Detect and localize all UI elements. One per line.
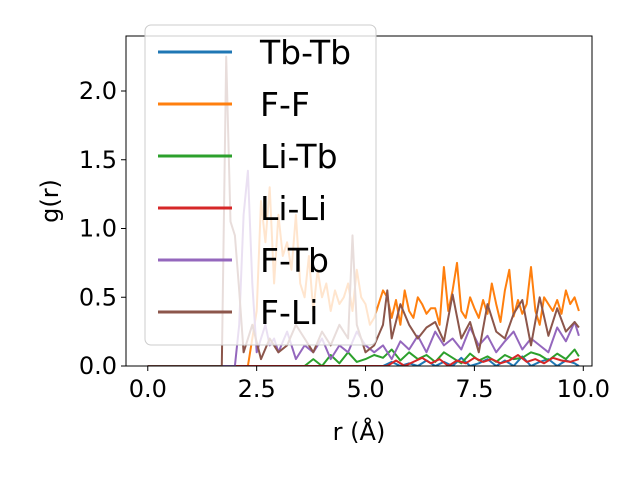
- y-tick-label: 1.5: [79, 146, 117, 174]
- y-tick-label: 2.0: [79, 77, 117, 105]
- legend-label: Tb-Tb: [259, 33, 351, 72]
- x-tick-label: 7.5: [455, 375, 493, 403]
- y-tick-label: 0.5: [79, 283, 117, 311]
- legend: Tb-Tb F-F Li-Tb Li-Li F-Tb F-Li: [144, 24, 377, 346]
- x-tick-label: 5.0: [346, 375, 384, 403]
- y-axis-label: g(r): [36, 179, 64, 223]
- x-tick-label: 10.0: [557, 375, 610, 403]
- x-axis-label: r (Å): [333, 417, 386, 446]
- legend-label: F-Tb: [260, 241, 329, 280]
- y-tick-label: 1.0: [79, 215, 117, 243]
- legend-label: Li-Li: [260, 189, 327, 228]
- legend-label: F-Li: [260, 293, 318, 332]
- x-tick-label: 0.0: [129, 375, 167, 403]
- legend-label: F-F: [260, 85, 310, 124]
- legend-label: Li-Tb: [260, 137, 338, 176]
- series-line-3: [147, 348, 580, 366]
- x-axis: 0.0 2.5 5.0 7.5 10.0: [129, 366, 610, 403]
- y-axis: 0.0 0.5 1.0 1.5 2.0: [79, 77, 126, 380]
- series-line-4: [147, 354, 580, 366]
- x-tick-label: 2.5: [238, 375, 276, 403]
- y-tick-label: 0.0: [79, 352, 117, 380]
